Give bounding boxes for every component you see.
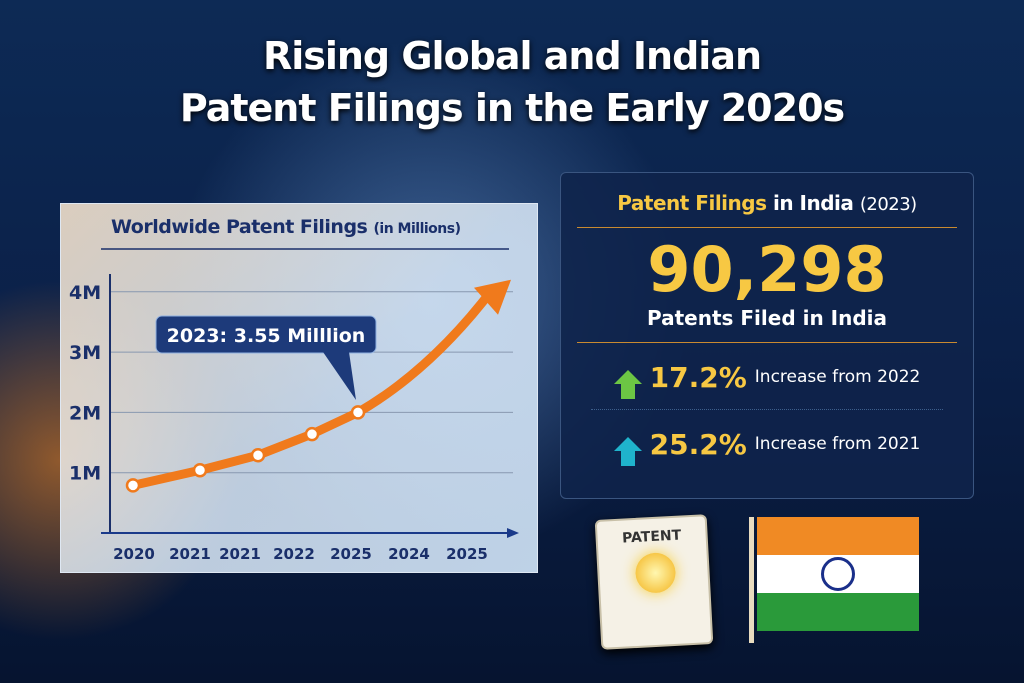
x-axis-arrow — [507, 528, 519, 538]
india-total-label: Patents Filed in India — [646, 306, 888, 330]
india-heading: Patent Filings in India (2023) — [561, 191, 973, 215]
chart-title-text: Worldwide Patent Filings — [111, 216, 368, 238]
chart-title: Worldwide Patent Filings (in Millions) — [111, 216, 461, 238]
stat-label: Increase from 2022 — [754, 367, 921, 387]
stat-label: Increase from 2021 — [754, 434, 921, 454]
divider — [591, 409, 943, 410]
annotation-pointer — [323, 352, 356, 400]
stat-row: 17.2% Increase from 2022 — [561, 349, 973, 405]
ashoka-chakra-icon — [821, 557, 855, 591]
title-line-1: Rising Global and Indian — [262, 34, 762, 78]
flag-saffron-band — [757, 517, 919, 555]
stat-row: 25.2% Increase from 2021 — [561, 416, 973, 472]
x-tick-label: 2025 — [330, 545, 372, 563]
patent-label: PATENT — [621, 527, 682, 547]
india-total: 90,298 — [647, 233, 887, 306]
india-stats-panel: Patent Filings in India (2023) 90,298 Pa… — [560, 172, 974, 499]
data-point — [350, 405, 366, 420]
chart-title-suffix: (in Millions) — [373, 221, 461, 237]
worldwide-chart-panel: 1M 2M 3M 4M 2020 2021 2021 2022 2025 2024 2025 2023… — [60, 203, 538, 573]
data-point — [304, 426, 320, 442]
up-arrow-icon — [613, 370, 642, 399]
y-tick-label: 1M — [69, 463, 101, 485]
flag-white-band — [757, 555, 919, 593]
flag-pole — [749, 517, 754, 643]
stat-value: 17.2% — [649, 360, 747, 394]
x-tick-label: 2021 — [169, 545, 211, 563]
title-line-2: Patent Filings in the Early 2020s — [179, 86, 845, 130]
data-point — [192, 463, 208, 478]
heading-white: in India — [772, 191, 854, 215]
flag-green-band — [757, 593, 919, 631]
data-point — [125, 478, 141, 493]
trend-arrowhead — [474, 279, 511, 315]
x-tick-label: 2024 — [388, 545, 430, 563]
data-point — [250, 447, 266, 463]
annotation-label: 2023: 3.55 Milllion — [167, 325, 366, 347]
lightbulb-icon — [634, 551, 677, 594]
y-tick-label: 2M — [69, 402, 101, 424]
page-title: Rising Global and Indian Patent Filings … — [0, 30, 1024, 134]
y-tick-label: 4M — [69, 282, 101, 304]
india-flag-icon — [749, 517, 919, 643]
heading-gold: Patent Filings — [617, 191, 767, 215]
x-tick-label: 2022 — [273, 545, 315, 563]
divider — [577, 227, 957, 228]
patent-document-icon: PATENT — [594, 514, 714, 650]
divider — [577, 342, 957, 343]
heading-year: (2023) — [859, 194, 917, 215]
annotation-box — [155, 315, 377, 354]
stat-value: 25.2% — [649, 427, 747, 461]
line-chart: 1M 2M 3M 4M 2020 2021 2021 2022 2025 2024 2025 2023… — [69, 248, 519, 563]
up-arrow-icon — [613, 437, 642, 466]
x-tick-label: 2020 — [113, 545, 155, 563]
y-tick-label: 3M — [69, 342, 101, 364]
x-tick-label: 2021 — [219, 545, 261, 563]
trend-line — [128, 284, 498, 490]
x-tick-label: 2025 — [446, 545, 488, 563]
